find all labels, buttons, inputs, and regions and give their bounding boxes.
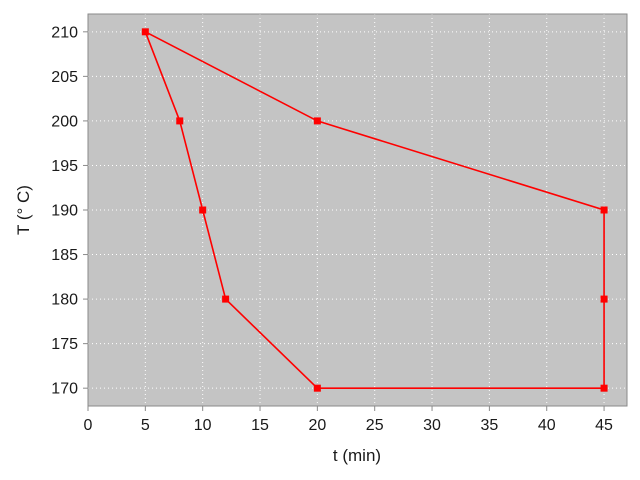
data-point-marker: [600, 206, 608, 214]
x-tick-label: 5: [141, 417, 150, 434]
data-point-marker: [176, 117, 184, 125]
y-tick-label: 210: [51, 24, 78, 41]
y-tick-label: 195: [51, 158, 78, 175]
x-tick-label: 45: [595, 417, 613, 434]
x-tick-label: 35: [480, 417, 498, 434]
x-tick-label: 15: [251, 417, 269, 434]
x-axis-label: t (min): [332, 446, 382, 465]
x-tick-label: 40: [538, 417, 556, 434]
x-tick-label: 10: [194, 417, 212, 434]
x-tick-label: 25: [366, 417, 384, 434]
y-tick-label: 190: [51, 203, 78, 220]
y-tick-label: 185: [51, 247, 78, 264]
x-tick-label: 30: [423, 417, 441, 434]
y-tick-label: 205: [51, 69, 78, 86]
data-point-marker: [313, 384, 321, 392]
y-axis-label: T (° C): [14, 185, 33, 235]
y-tick-label: 200: [51, 113, 78, 130]
y-tick-label: 175: [51, 336, 78, 353]
series-line: [143, 30, 605, 389]
data-point-marker: [600, 295, 608, 303]
data-point-marker: [222, 295, 230, 303]
y-tick-label: 170: [51, 381, 78, 398]
data-point-marker: [141, 28, 149, 36]
data-point-marker: [600, 384, 608, 392]
y-tick-label: 180: [51, 292, 78, 309]
plot-area-background: [88, 14, 627, 406]
data-point-marker: [313, 117, 321, 125]
x-tick-label: 0: [84, 417, 93, 434]
x-tick-label: 20: [308, 417, 326, 434]
data-point-marker: [199, 206, 207, 214]
